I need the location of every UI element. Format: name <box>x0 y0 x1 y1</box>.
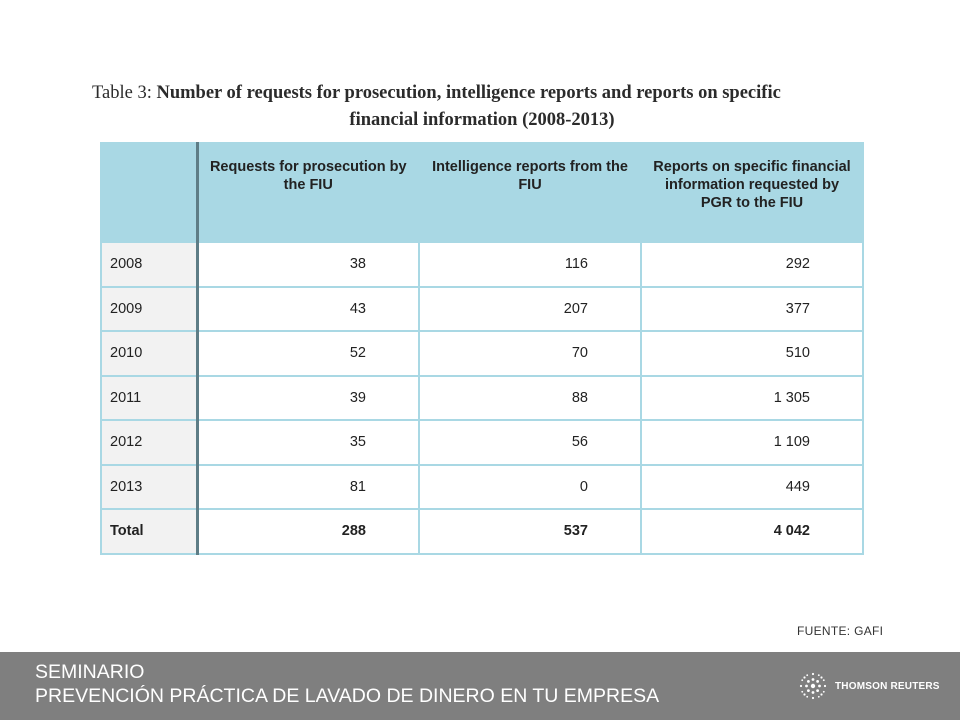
cell-requests: 288 <box>196 508 420 555</box>
caption-prefix: Table 3: <box>92 83 152 103</box>
cell-reports: 1 305 <box>640 374 864 421</box>
table-row: 2013 81 0 449 <box>100 463 864 510</box>
cell-requests: 81 <box>196 463 420 510</box>
cell-intelligence: 537 <box>418 508 642 555</box>
requests-table: Requests for prosecution by the FIU Inte… <box>100 142 864 555</box>
caption-title-part-1: Number of requests for prosecution, inte… <box>151 83 781 103</box>
table-row: 2011 39 88 1 305 <box>100 374 864 421</box>
footer-seminar-title: PREVENCIÓN PRÁCTICA DE LAVADO DE DINERO … <box>35 685 660 707</box>
thomson-reuters-logo-icon <box>799 672 827 700</box>
table-caption: Table 3: Number of requests for prosecut… <box>92 80 892 134</box>
cell-reports: 292 <box>640 241 864 288</box>
header-requests-prosecution: Requests for prosecution by the FIU <box>196 142 420 243</box>
row-year: 2009 <box>100 285 199 332</box>
table-row: 2008 38 116 292 <box>100 241 864 288</box>
cell-intelligence: 56 <box>418 419 642 466</box>
header-intelligence-reports: Intelligence reports from the FIU <box>418 142 642 243</box>
brand-logo: THOMSON REUTERS <box>797 670 940 702</box>
cell-reports: 1 109 <box>640 419 864 466</box>
footer-bar: SEMINARIO PREVENCIÓN PRÁCTICA DE LAVADO … <box>0 652 960 720</box>
cell-intelligence: 207 <box>418 285 642 332</box>
cell-requests: 43 <box>196 285 420 332</box>
row-year: 2012 <box>100 419 199 466</box>
cell-requests: 52 <box>196 330 420 377</box>
cell-intelligence: 116 <box>418 241 642 288</box>
table-row: 2009 43 207 377 <box>100 285 864 332</box>
table-header-row: Requests for prosecution by the FIU Inte… <box>100 142 864 243</box>
caption-line-1: Table 3: Number of requests for prosecut… <box>92 80 892 107</box>
cell-reports: 449 <box>640 463 864 510</box>
header-specific-reports: Reports on specific financial informatio… <box>640 142 864 243</box>
cell-requests: 38 <box>196 241 420 288</box>
brand-name: THOMSON REUTERS <box>835 680 940 692</box>
source-note: FUENTE: GAFI <box>797 624 884 638</box>
cell-intelligence: 0 <box>418 463 642 510</box>
row-year: 2013 <box>100 463 199 510</box>
cell-reports: 4 042 <box>640 508 864 555</box>
caption-title-part-2: financial information (2008-2013) <box>349 110 615 130</box>
cell-reports: 377 <box>640 285 864 332</box>
cell-reports: 510 <box>640 330 864 377</box>
cell-requests: 35 <box>196 419 420 466</box>
table-total-row: Total 288 537 4 042 <box>100 508 864 555</box>
table-row: 2010 52 70 510 <box>100 330 864 377</box>
cell-requests: 39 <box>196 374 420 421</box>
footer-seminar-label: SEMINARIO <box>35 661 145 683</box>
cell-intelligence: 88 <box>418 374 642 421</box>
row-year: Total <box>100 508 199 555</box>
header-corner <box>100 142 199 243</box>
cell-intelligence: 70 <box>418 330 642 377</box>
row-year: 2008 <box>100 241 199 288</box>
row-year: 2010 <box>100 330 199 377</box>
row-year: 2011 <box>100 374 199 421</box>
table-row: 2012 35 56 1 109 <box>100 419 864 466</box>
